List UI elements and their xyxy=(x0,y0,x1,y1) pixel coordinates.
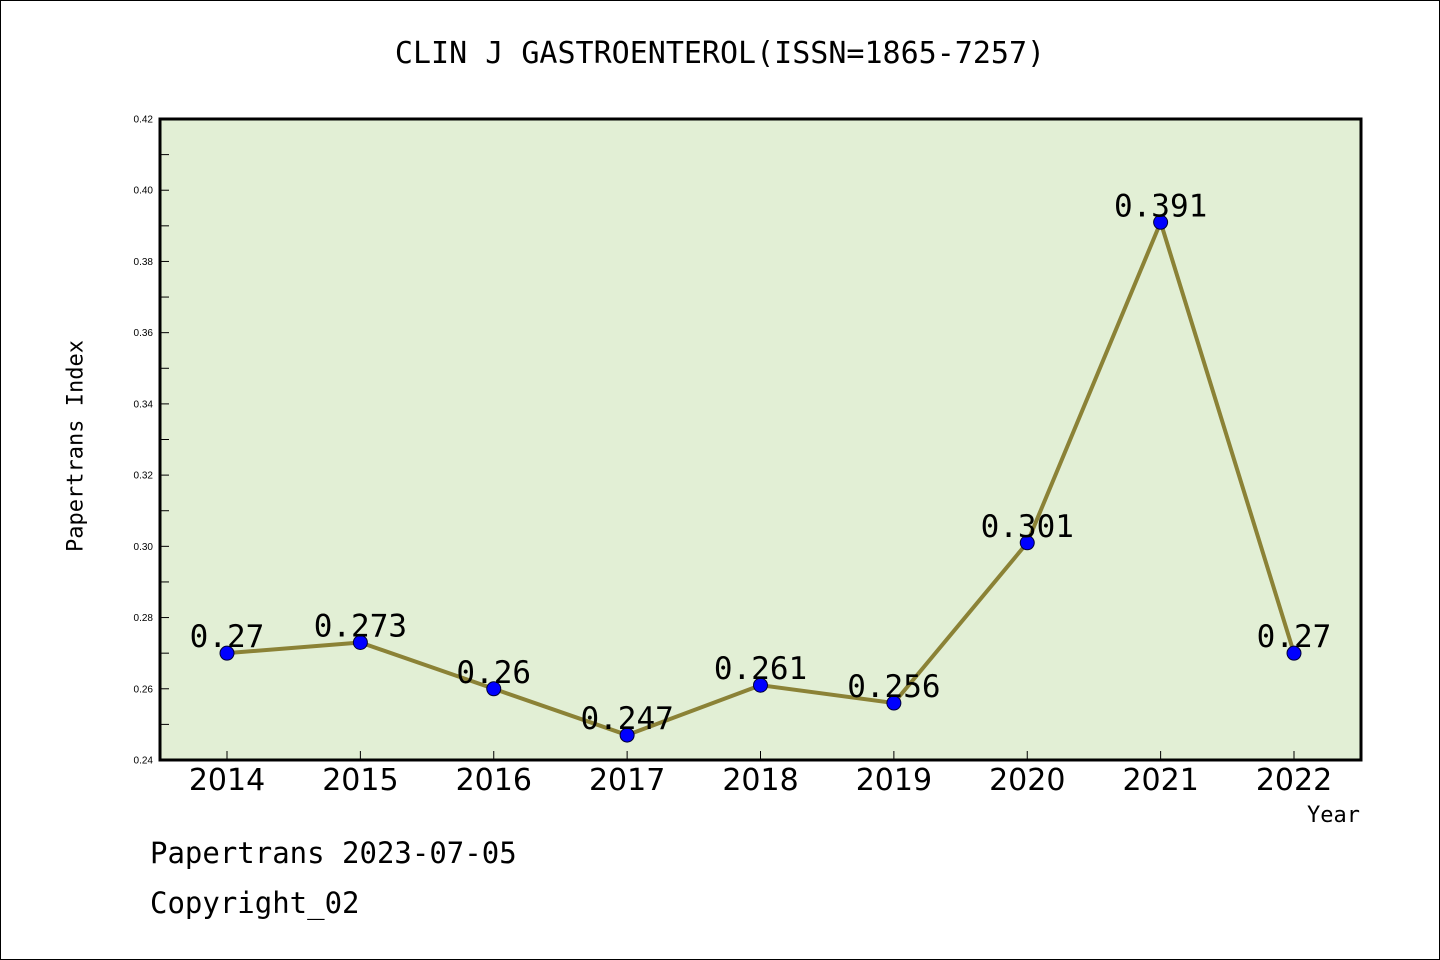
series xyxy=(219,214,1302,743)
y-axis: 0.24 0.26 0.28 0.30 0.32 0.34 0.36 0.38 0.40 0.42 xyxy=(134,115,169,767)
data-point xyxy=(619,727,635,743)
data-point xyxy=(352,634,368,650)
y-tick-label: 0.32 xyxy=(134,471,154,482)
data-label: 0.247 xyxy=(580,701,673,737)
data-label: 0.27 xyxy=(190,619,265,655)
x-tick-label: 2022 xyxy=(1256,763,1332,798)
chart-title: CLIN J GASTROENTEROL(ISSN=1865-7257) xyxy=(394,36,1046,71)
data-labels: 0.27 0.273 0.26 0.247 0.261 0.256 0.301 0.391 0.… xyxy=(190,188,1332,737)
data-point xyxy=(486,681,502,697)
data-label: 0.273 xyxy=(314,608,407,644)
x-axis: 2014 2015 2016 2017 2018 2019 2020 2021 2022 xyxy=(189,751,1332,798)
x-tick-label: 2016 xyxy=(456,763,532,798)
data-point xyxy=(219,645,235,661)
x-tick-label: 2015 xyxy=(322,763,398,798)
data-point xyxy=(886,695,902,711)
data-label: 0.301 xyxy=(981,509,1074,545)
data-label: 0.27 xyxy=(1257,619,1332,655)
y-tick-label: 0.36 xyxy=(134,328,154,339)
y-tick-label: 0.28 xyxy=(134,613,154,624)
y-tick-label: 0.38 xyxy=(134,257,154,268)
y-tick-label: 0.24 xyxy=(134,756,154,767)
x-tick-label: 2019 xyxy=(856,763,932,798)
y-tick-label: 0.40 xyxy=(134,186,154,197)
x-tick-label: 2014 xyxy=(189,763,265,798)
y-tick-label: 0.26 xyxy=(134,684,154,695)
x-tick-label: 2017 xyxy=(589,763,665,798)
footer-date: Papertrans 2023-07-05 xyxy=(150,836,517,870)
y-tick-label: 0.42 xyxy=(134,115,154,126)
data-label: 0.26 xyxy=(456,655,531,691)
data-point xyxy=(1286,645,1302,661)
x-axis-label: Year xyxy=(1307,803,1360,828)
x-tick-label: 2021 xyxy=(1122,763,1198,798)
footer-copyright: Copyright_02 xyxy=(150,886,360,920)
y-tick-label: 0.30 xyxy=(134,542,154,553)
data-label: 0.256 xyxy=(847,669,940,705)
data-label: 0.261 xyxy=(714,651,807,687)
x-tick-label: 2018 xyxy=(722,763,798,798)
data-point xyxy=(753,677,768,693)
y-tick-label: 0.34 xyxy=(134,399,154,410)
x-tick-label: 2020 xyxy=(989,763,1065,798)
data-point xyxy=(1019,535,1035,551)
data-label: 0.391 xyxy=(1114,188,1207,224)
data-point xyxy=(1153,214,1169,230)
